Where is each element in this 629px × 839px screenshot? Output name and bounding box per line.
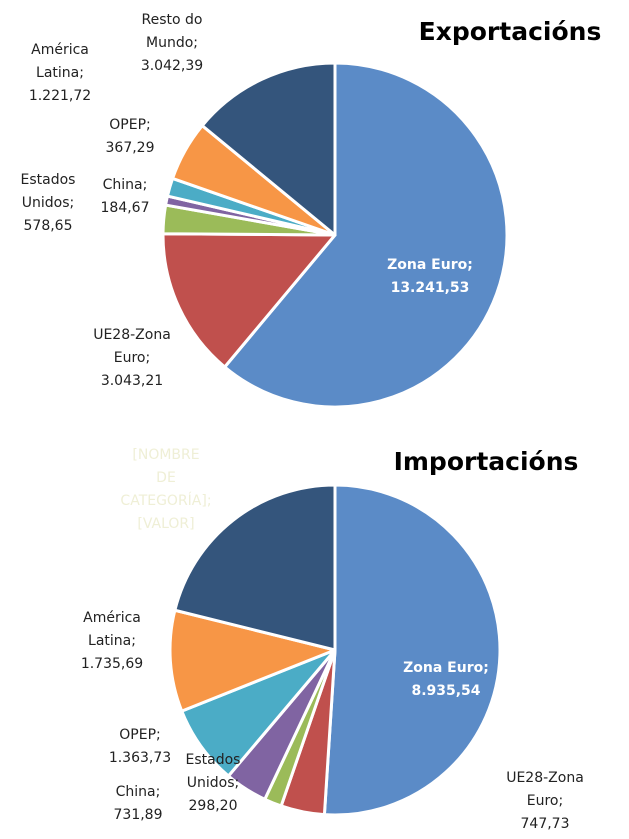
pie-slice (223, 61, 509, 409)
label-value: 1.735,69 (81, 656, 143, 672)
label-value: 3.042,39 (141, 58, 203, 74)
pie-slice (200, 61, 337, 237)
label-line: América (31, 42, 89, 58)
label-separator: ; (79, 65, 84, 81)
label-line: China (103, 177, 143, 193)
label-value: 367,29 (106, 140, 155, 156)
label-separator: ; (235, 775, 240, 791)
chart-title: Exportacións (419, 17, 602, 46)
label-line: Zona Euro (403, 660, 483, 676)
data-label: OPEP; 367,29 (106, 117, 155, 156)
label-value: 731,89 (114, 807, 163, 823)
data-label: Estados Unidos; 298,20 (186, 752, 241, 814)
data-label: China; 184,67 (101, 177, 150, 216)
label-value: 298,20 (189, 798, 238, 814)
label-separator: ; (143, 177, 148, 193)
annotation-line: DE (156, 470, 176, 486)
label-value: 747,73 (521, 816, 570, 832)
label-value: 8.935,54 (411, 683, 480, 699)
label-separator: ; (146, 117, 151, 133)
label-separator: ; (559, 793, 564, 809)
label-separator: ; (146, 350, 151, 366)
label-value: 13.241,53 (391, 280, 470, 296)
label-separator: ; (483, 660, 489, 676)
label-line: UE28-Zona (93, 327, 171, 343)
label-line: Latina (88, 633, 131, 649)
label-line: Euro (114, 350, 146, 366)
chart-title: Importacións (394, 447, 579, 476)
label-line: Latina (36, 65, 79, 81)
label-line: América (83, 610, 141, 626)
pie-slice (161, 232, 337, 369)
label-value: 578,65 (24, 218, 73, 234)
label-line: Estados (186, 752, 241, 768)
annotation: [NOMBRE DE CATEGORÍA]; [VALOR] (120, 447, 211, 532)
data-label: América Latina; 1.735,69 (81, 610, 143, 672)
label-separator: ; (70, 195, 75, 211)
annotation-line: [NOMBRE (132, 447, 199, 463)
pie-slice (173, 483, 337, 652)
label-value: 1.363,73 (109, 750, 171, 766)
data-label: Zona Euro; 13.241,53 (387, 257, 473, 296)
label-line: Zona Euro (387, 257, 467, 273)
pie-slice (322, 483, 502, 817)
label-separator: ; (467, 257, 473, 273)
label-line: Mundo (146, 35, 193, 51)
data-label: América Latina; 1.221,72 (29, 42, 91, 104)
data-label: OPEP; 1.363,73 (109, 727, 171, 766)
annotation-line: CATEGORÍA]; (120, 492, 211, 509)
data-label: Zona Euro; 8.935,54 (403, 660, 489, 699)
label-line: UE28-Zona (506, 770, 584, 786)
annotation-line: [VALOR] (137, 516, 194, 532)
data-label: UE28-Zona Euro; 3.043,21 (93, 327, 171, 389)
pie-slice (168, 608, 337, 713)
label-separator: ; (193, 35, 198, 51)
label-line: Unidos (22, 195, 70, 211)
label-separator: ; (156, 784, 161, 800)
label-value: 1.221,72 (29, 88, 91, 104)
label-line: Unidos (187, 775, 235, 791)
data-label: Estados Unidos; 578,65 (21, 172, 76, 234)
data-label: Resto do Mundo; 3.042,39 (141, 12, 203, 74)
label-separator: ; (131, 633, 136, 649)
label-separator: ; (156, 727, 161, 743)
label-line: China (116, 784, 156, 800)
label-line: Resto do (142, 12, 203, 28)
label-line: Estados (21, 172, 76, 188)
label-value: 184,67 (101, 200, 150, 216)
label-line: OPEP (119, 727, 156, 743)
label-value: 3.043,21 (101, 373, 163, 389)
label-line: Euro (527, 793, 559, 809)
label-line: OPEP (109, 117, 146, 133)
data-label: UE28-Zona Euro; 747,73 (506, 770, 584, 832)
data-label: China; 731,89 (114, 784, 163, 823)
